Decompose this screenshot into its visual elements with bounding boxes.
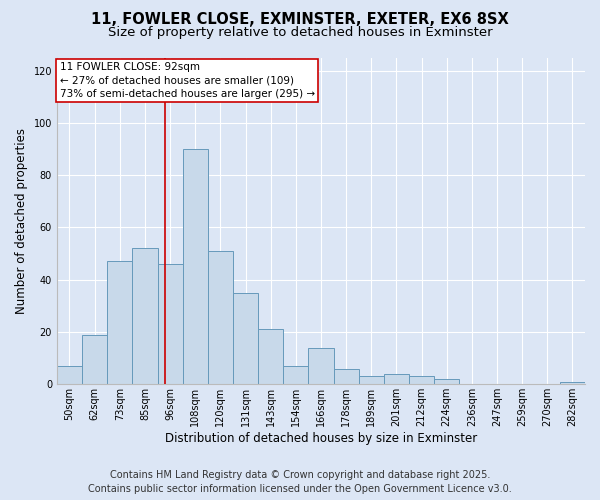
- Bar: [158, 264, 182, 384]
- Bar: [57, 366, 82, 384]
- Text: 11 FOWLER CLOSE: 92sqm
← 27% of detached houses are smaller (109)
73% of semi-de: 11 FOWLER CLOSE: 92sqm ← 27% of detached…: [59, 62, 314, 99]
- Bar: [208, 251, 233, 384]
- Y-axis label: Number of detached properties: Number of detached properties: [15, 128, 28, 314]
- Text: Size of property relative to detached houses in Exminster: Size of property relative to detached ho…: [107, 26, 493, 39]
- Bar: [308, 348, 334, 385]
- Bar: [560, 382, 585, 384]
- Bar: [258, 330, 283, 384]
- Bar: [334, 368, 359, 384]
- Bar: [384, 374, 409, 384]
- Bar: [233, 293, 258, 384]
- Bar: [182, 149, 208, 384]
- Bar: [283, 366, 308, 384]
- Bar: [434, 379, 459, 384]
- Text: Contains HM Land Registry data © Crown copyright and database right 2025.
Contai: Contains HM Land Registry data © Crown c…: [88, 470, 512, 494]
- Bar: [409, 376, 434, 384]
- Text: 11, FOWLER CLOSE, EXMINSTER, EXETER, EX6 8SX: 11, FOWLER CLOSE, EXMINSTER, EXETER, EX6…: [91, 12, 509, 28]
- Bar: [359, 376, 384, 384]
- Bar: [82, 334, 107, 384]
- Bar: [107, 262, 133, 384]
- X-axis label: Distribution of detached houses by size in Exminster: Distribution of detached houses by size …: [165, 432, 477, 445]
- Bar: [133, 248, 158, 384]
